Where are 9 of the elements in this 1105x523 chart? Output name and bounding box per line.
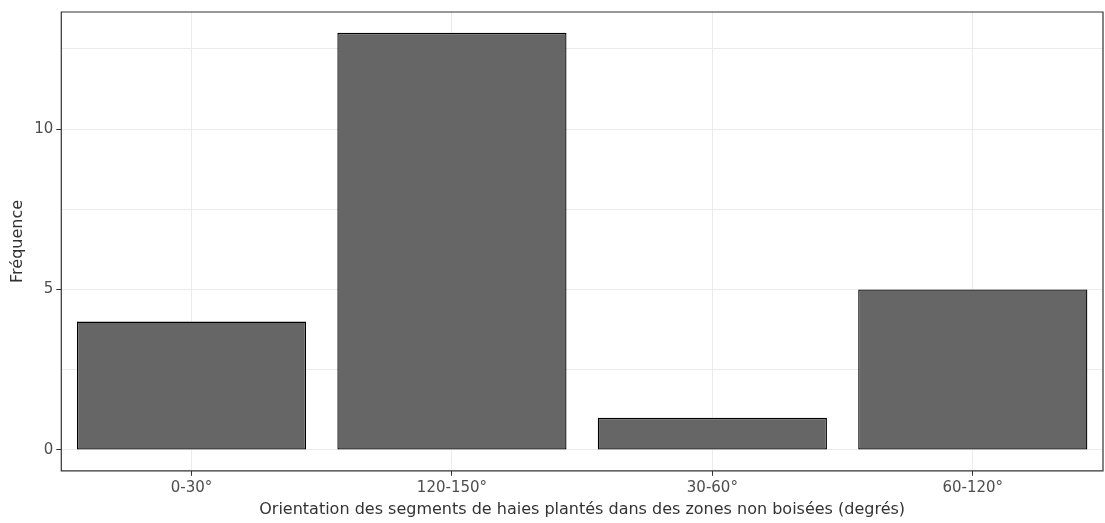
- y-tick-label: 10: [34, 119, 54, 137]
- y-axis-title: Fréquence: [6, 199, 26, 283]
- x-axis-title: Orientation des segments de haies plantés dans des zones non boisées (degrés): [259, 498, 906, 518]
- y-tick-label: 5: [43, 279, 54, 298]
- x-tick-label: 0-30°: [170, 477, 213, 496]
- x-tick-label: 60-120°: [942, 477, 1004, 496]
- x-tick-label: 120-150°: [416, 477, 488, 496]
- x-tick-label: 30-60°: [686, 477, 738, 496]
- y-tick-label: 0: [43, 439, 54, 458]
